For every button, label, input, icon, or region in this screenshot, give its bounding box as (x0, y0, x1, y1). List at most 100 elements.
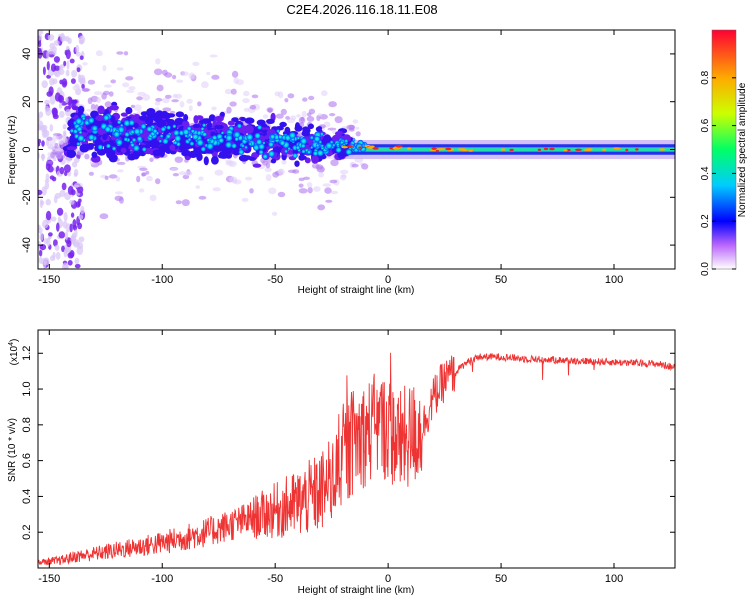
spectrogram-xtick-label: 0 (385, 274, 391, 286)
spectrogram-noise (38, 249, 43, 257)
spectrogram-halo (174, 156, 183, 163)
spectrogram-noise (46, 60, 50, 71)
spectrogram-halo (264, 167, 272, 173)
spectrogram-cell (218, 150, 229, 159)
spectrogram-halo (130, 104, 135, 108)
spectrogram-cell (96, 148, 107, 156)
spectrogram-halo (197, 101, 202, 107)
spectrogram-peak (162, 138, 169, 145)
spectrogram-halo (155, 178, 161, 185)
spectrogram-halo (361, 163, 369, 170)
spectrogram-halo (116, 51, 124, 55)
spectrogram-noise (69, 199, 75, 205)
spectrogram-peak (268, 141, 274, 148)
spectrogram-halo (164, 72, 173, 78)
spectrogram-peak (76, 126, 83, 132)
spectrogram-halo (102, 65, 107, 72)
spectrogram-halo (155, 97, 163, 102)
spectrogram-peak (300, 143, 306, 149)
spectrogram-cell (214, 124, 224, 130)
spectrogram-halo (300, 116, 305, 122)
spectrogram-noise (73, 172, 78, 177)
spectrogram-noise (53, 40, 60, 46)
spectrogram-noise (56, 207, 64, 216)
spectrogram-noise (56, 222, 60, 232)
spectrogram-cell (182, 143, 191, 150)
spectrogram-peak (262, 153, 268, 160)
spectrogram-halo (153, 68, 163, 76)
spectrogram-noise (63, 164, 71, 173)
colorbar: 0.0 0.2 0.4 0.6 0.8 Normalized spectral ampl… (700, 29, 748, 276)
spectrogram-halo (52, 135, 59, 141)
snr-multiplier-exp: 4 (8, 342, 15, 346)
spectrogram-peak (231, 143, 237, 149)
spectrogram-peak (132, 137, 137, 143)
spectrogram-halo (330, 159, 339, 167)
spectrogram-cell (146, 108, 156, 116)
colorbar-tick-label: 0.2 (700, 214, 711, 228)
spectrogram-peak (136, 136, 143, 142)
spectrogram-halo (209, 54, 218, 58)
spectrogram-halo (302, 97, 308, 102)
spectrogram-halo (178, 171, 187, 176)
spectrogram-halo (110, 79, 116, 84)
spectrogram-peak (313, 135, 321, 143)
spectrogram-halo (128, 86, 136, 91)
spectrogram-peak (287, 147, 291, 151)
spectrogram-halo (287, 93, 295, 99)
spectrogram-halo (249, 188, 254, 194)
spectrogram-noise (76, 185, 84, 194)
spectrogram-peak (345, 148, 352, 156)
spectrogram-halo (229, 101, 237, 107)
spectrogram-cell (252, 163, 262, 168)
spectrogram-peak (233, 131, 241, 138)
spectrogram-peak (335, 147, 342, 153)
spectrogram-halo (275, 113, 284, 119)
spectrogram-peak (300, 137, 308, 145)
spectrogram-peak (73, 129, 78, 134)
spectrogram-halo (298, 177, 305, 182)
spectrogram-noise (65, 69, 70, 77)
spectrogram-noise (48, 48, 54, 55)
spectrogram-xtick-label: 100 (605, 274, 623, 286)
spectrogram-cell (294, 160, 300, 167)
spectrogram-halo (82, 62, 88, 66)
spectrogram-cell (79, 143, 90, 153)
spectrogram-noise (54, 244, 60, 251)
snr-ytick-label: 1.2 (21, 346, 33, 361)
spectrogram-peak (339, 140, 344, 145)
spectrogram-cell (133, 122, 139, 129)
spectrogram-noise (63, 212, 68, 222)
spectrogram-xtick-label: -150 (38, 274, 60, 286)
spectrogram-peak (301, 149, 306, 154)
spectrogram-noise (76, 67, 81, 73)
spectrogram-halo (93, 91, 103, 95)
spectrogram-noise (64, 231, 69, 241)
spectrogram-noise (76, 245, 84, 255)
spectrogram-cell (298, 155, 307, 160)
snr-ytick-label: 0.8 (21, 417, 33, 432)
spectrogram-peak (241, 144, 245, 148)
spectrogram-noise (74, 263, 81, 269)
spectrogram-peak (237, 123, 242, 129)
spectrogram-cell (323, 134, 332, 143)
spectrogram-noise (70, 212, 75, 218)
spectrogram-cell (125, 107, 133, 115)
spectrogram-halo (271, 211, 278, 216)
spectrogram-halo (139, 188, 145, 193)
spectrogram-halo (87, 97, 93, 105)
spectrogram-ytick-label: 0 (21, 146, 33, 152)
spectrogram-halo (116, 67, 124, 71)
spectrogram-hotspot (436, 148, 446, 151)
spectrogram-peak (225, 134, 233, 142)
spectrogram-peak (78, 130, 83, 135)
spectrogram-halo (179, 101, 185, 108)
spectrogram-noise (42, 66, 46, 76)
spectrogram-halo (243, 90, 250, 97)
spectrogram-hotspot (575, 148, 582, 151)
spectrogram-ytick-label: 40 (21, 48, 33, 60)
spectrogram-noise (77, 74, 81, 80)
spectrogram-noise (78, 214, 84, 220)
spectrogram-halo (228, 160, 237, 167)
spectrogram-hotspot (392, 147, 400, 150)
